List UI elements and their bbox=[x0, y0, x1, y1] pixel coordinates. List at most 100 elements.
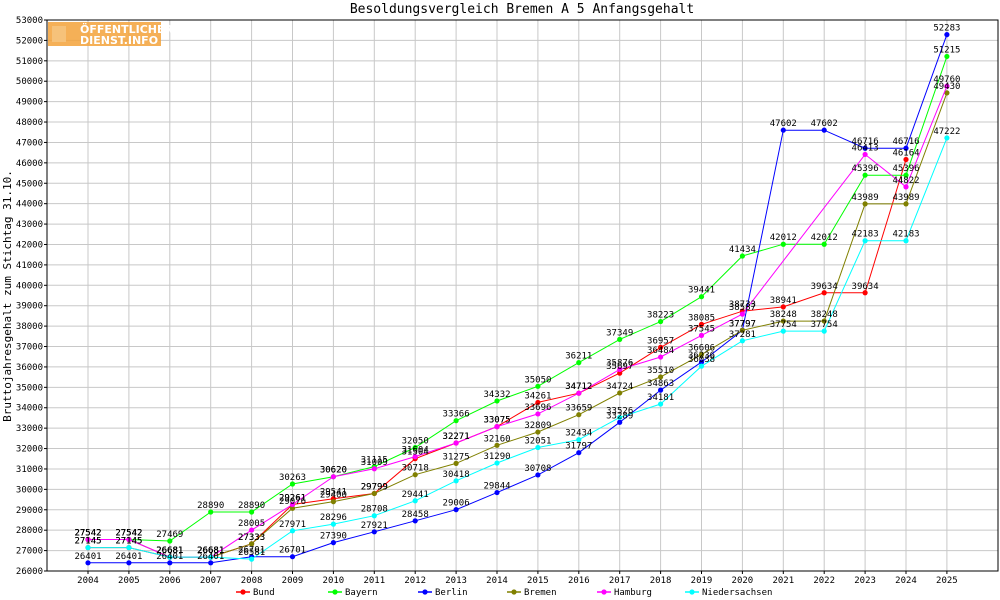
data-point-niedersachsen bbox=[371, 513, 377, 519]
y-tick-label: 40000 bbox=[16, 281, 43, 291]
data-label-berlin: 46716 bbox=[892, 137, 919, 147]
data-point-bayern bbox=[780, 241, 786, 247]
axes: 26000 27000 28000 29000 30000 31000 32000 33000… bbox=[16, 16, 999, 586]
data-point-bayern bbox=[862, 172, 868, 178]
data-point-berlin bbox=[821, 127, 827, 133]
data-point-berlin bbox=[453, 507, 459, 513]
data-point-bremen bbox=[821, 318, 827, 324]
y-tick-label: 42000 bbox=[16, 240, 43, 250]
y-tick-label: 28000 bbox=[16, 526, 43, 536]
legend-label-bayern: Bayern bbox=[345, 588, 378, 598]
data-point-bayern bbox=[944, 53, 950, 60]
data-point-berlin bbox=[862, 145, 868, 151]
data-point-bayern bbox=[821, 241, 827, 247]
data-point-berlin bbox=[535, 472, 541, 478]
y-tick-label: 29000 bbox=[16, 506, 43, 516]
data-point-hamburg bbox=[289, 501, 296, 508]
data-point-bund bbox=[698, 321, 705, 327]
data-label-bund: 29261 bbox=[279, 493, 306, 503]
data-label-bayern: 37349 bbox=[606, 328, 633, 338]
data-label-berlin: 47602 bbox=[770, 119, 797, 129]
data-point-niedersachsen bbox=[494, 460, 500, 466]
data-labels: 27145 27145 26681 26681 27333 29261 29541 29799… bbox=[74, 24, 960, 562]
data-label-bremen: 32160 bbox=[483, 434, 510, 444]
data-point-bund bbox=[658, 344, 664, 350]
data-label-hamburg: 44822 bbox=[892, 176, 919, 186]
data-label-bund: 26681 bbox=[156, 546, 183, 556]
data-label-bremen: 27542 bbox=[115, 529, 142, 539]
y-tick-label: 41000 bbox=[16, 261, 43, 271]
chart-title: Besoldungsvergleich Bremen A 5 Anfangsge… bbox=[350, 2, 694, 17]
data-point-hamburg bbox=[698, 332, 705, 338]
data-point-bremen bbox=[739, 327, 746, 333]
data-point-hamburg bbox=[453, 440, 459, 446]
data-label-berlin: 33289 bbox=[606, 411, 633, 421]
series-line-berlin bbox=[88, 34, 948, 564]
data-label-hamburg: 38587 bbox=[729, 303, 756, 313]
data-label-niedersachsen: 32051 bbox=[524, 437, 551, 447]
data-label-berlin: 27921 bbox=[361, 521, 388, 531]
data-point-bayern bbox=[903, 172, 909, 178]
data-point-hamburg bbox=[412, 454, 418, 460]
data-label-bremen: 27542 bbox=[74, 529, 101, 539]
data-point-niedersachsen bbox=[167, 554, 173, 560]
data-point-bremen bbox=[535, 429, 541, 435]
data-label-hamburg: 32271 bbox=[443, 432, 470, 442]
series-line-bremen bbox=[88, 92, 948, 558]
data-point-bremen bbox=[453, 460, 459, 466]
data-point-berlin bbox=[780, 127, 786, 133]
legend-label-niedersachsen: Niedersachsen bbox=[702, 588, 772, 598]
data-label-bremen: 49430 bbox=[933, 82, 960, 92]
data-point-berlin bbox=[330, 540, 336, 546]
data-point-bremen bbox=[944, 90, 950, 96]
data-label-hamburg: 33696 bbox=[524, 403, 551, 413]
data-label-bund: 46164 bbox=[892, 149, 919, 159]
y-tick-label: 48000 bbox=[16, 118, 43, 128]
logo-line1: ÖFFENTLICHER bbox=[80, 22, 173, 36]
legend-marker-hamburg bbox=[601, 589, 607, 595]
data-label-bremen: 34724 bbox=[606, 382, 633, 392]
data-point-hamburg bbox=[658, 354, 664, 360]
data-label-niedersachsen: 30418 bbox=[443, 470, 470, 480]
data-point-bund bbox=[903, 156, 909, 163]
x-tick-label: 2004 bbox=[77, 576, 99, 586]
x-tick-label: 2014 bbox=[486, 576, 508, 586]
data-point-berlin bbox=[412, 518, 418, 524]
data-label-bremen: 32809 bbox=[524, 421, 551, 431]
data-point-bremen bbox=[903, 201, 909, 207]
data-point-bayern bbox=[535, 383, 541, 389]
x-tick-label: 2020 bbox=[732, 576, 754, 586]
legend-label-bund: Bund bbox=[253, 588, 275, 598]
x-tick-label: 2019 bbox=[691, 576, 713, 586]
data-label-bayern: 32050 bbox=[402, 437, 429, 447]
data-point-bremen bbox=[289, 505, 296, 511]
y-axis-label: Bruttojahresgehalt zum Stichtag 31.10. bbox=[1, 170, 14, 422]
data-label-niedersachsen: 27145 bbox=[115, 537, 142, 547]
data-label-hamburg: 31009 bbox=[361, 458, 388, 468]
data-label-bund: 27145 bbox=[74, 537, 101, 547]
series-line-hamburg bbox=[88, 85, 948, 558]
legend-label-hamburg: Hamburg bbox=[614, 588, 652, 598]
data-point-niedersachsen bbox=[739, 338, 746, 344]
data-point-berlin bbox=[576, 450, 582, 456]
data-point-niedersachsen bbox=[576, 437, 582, 443]
data-label-berlin: 26701 bbox=[279, 546, 306, 556]
data-label-berlin: 27390 bbox=[320, 532, 347, 542]
data-label-bund: 32271 bbox=[443, 432, 470, 442]
data-point-niedersachsen bbox=[208, 554, 214, 560]
legend-marker-bayern bbox=[332, 589, 338, 595]
data-point-hamburg bbox=[617, 366, 623, 373]
data-label-bremen: 29799 bbox=[361, 482, 388, 492]
data-point-bremen bbox=[658, 374, 664, 380]
data-point-bremen bbox=[412, 472, 418, 478]
x-tick-label: 2024 bbox=[895, 576, 917, 586]
data-label-bund: 29799 bbox=[361, 482, 388, 492]
data-label-bund: 34261 bbox=[524, 391, 551, 401]
data-label-bremen: 26681 bbox=[197, 546, 224, 556]
data-label-bremen: 35510 bbox=[647, 366, 674, 376]
data-point-niedersachsen bbox=[289, 528, 296, 534]
data-point-bayern bbox=[249, 509, 255, 515]
data-point-bayern bbox=[412, 444, 418, 451]
data-label-bayern: 30620 bbox=[320, 466, 347, 476]
